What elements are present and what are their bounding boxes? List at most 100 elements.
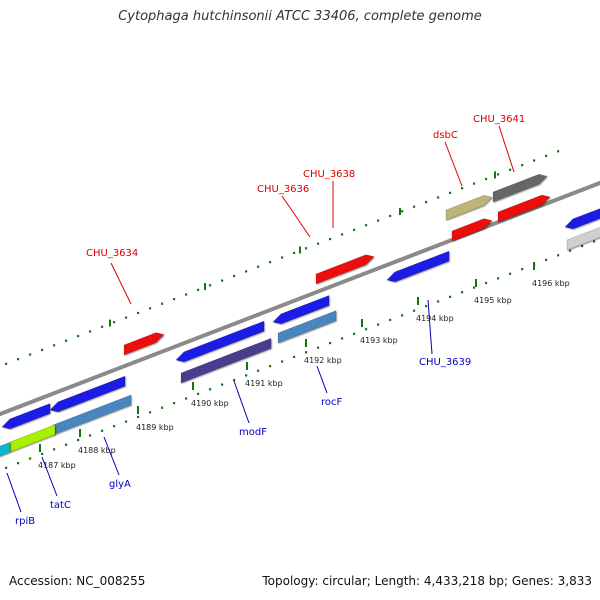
ruler-tick-label: 4192 kbp bbox=[304, 356, 342, 365]
scale-dot bbox=[461, 291, 464, 294]
gene-blue bbox=[175, 320, 265, 363]
accession-text: Accession: NC_008255 bbox=[9, 574, 146, 588]
scale-dot bbox=[425, 200, 428, 204]
scale-dot bbox=[29, 457, 32, 460]
scale-dot bbox=[197, 288, 200, 291]
callout-line bbox=[498, 125, 515, 173]
ruler-tick-label: 4191 kbp bbox=[245, 379, 283, 388]
scale-dot bbox=[377, 323, 380, 326]
scale-dot bbox=[473, 286, 476, 289]
scale-dot bbox=[245, 374, 248, 377]
scale-dot bbox=[485, 177, 488, 181]
scale-dot bbox=[317, 242, 320, 245]
callout-line bbox=[41, 456, 58, 497]
scale-dot bbox=[545, 258, 548, 261]
scale-dot bbox=[329, 341, 332, 345]
scale-dot bbox=[533, 159, 536, 162]
scale-dot bbox=[101, 325, 104, 328]
ruler-tick-label: 4187 kbp bbox=[38, 461, 76, 470]
gene-khaki bbox=[445, 195, 493, 221]
scale-dot bbox=[233, 378, 236, 382]
scale-dot bbox=[341, 233, 344, 236]
callout-line bbox=[281, 195, 311, 238]
gene-label-chu-3636: CHU_3636 bbox=[257, 184, 309, 195]
gene-blocks bbox=[0, 173, 600, 457]
gene-label-chu-3639: CHU_3639 bbox=[419, 357, 471, 368]
scale-dot bbox=[209, 284, 212, 287]
gene-callouts bbox=[6, 125, 515, 513]
gene-label-chu-3641: CHU_3641 bbox=[473, 114, 525, 125]
scale-dot bbox=[341, 337, 344, 340]
scale-dot bbox=[197, 392, 200, 395]
scale-dot bbox=[257, 265, 260, 268]
scale-dot bbox=[437, 300, 440, 303]
scale-dot bbox=[77, 438, 80, 442]
gene-blue bbox=[272, 295, 330, 325]
gene-purple bbox=[180, 337, 272, 384]
ruler-tick-label: 4188 kbp bbox=[78, 446, 116, 455]
scale-dot bbox=[77, 334, 80, 338]
scale-dot bbox=[41, 452, 44, 456]
scale-dot bbox=[353, 228, 356, 231]
scale-dot bbox=[233, 274, 236, 278]
scale-dot bbox=[281, 360, 284, 363]
gene-red bbox=[315, 254, 375, 285]
gene-label-rpib: rpiB bbox=[15, 516, 35, 527]
scale-dot bbox=[245, 270, 248, 273]
scale-dot bbox=[305, 351, 308, 354]
scale-dot bbox=[209, 388, 212, 391]
scale-dot bbox=[281, 256, 284, 259]
scale-dot bbox=[173, 298, 176, 301]
gene-label-chu-3638: CHU_3638 bbox=[303, 169, 355, 180]
scale-dots bbox=[5, 150, 596, 469]
gene-lime bbox=[9, 424, 56, 453]
gene-red bbox=[123, 332, 165, 356]
scale-dot bbox=[137, 415, 140, 419]
scale-dot bbox=[113, 425, 116, 428]
scale-dot bbox=[365, 224, 368, 227]
scale-dot bbox=[161, 302, 164, 305]
scale-dot bbox=[221, 383, 224, 386]
scale-dot bbox=[305, 247, 308, 250]
callout-line bbox=[6, 472, 22, 513]
callout-line bbox=[103, 436, 120, 476]
scale-dot bbox=[5, 362, 8, 365]
scale-dot bbox=[41, 348, 44, 352]
scale-dot bbox=[401, 314, 404, 317]
scale-dot bbox=[257, 369, 260, 372]
ruler-tick-label: 4195 kbp bbox=[474, 296, 512, 305]
callout-line bbox=[110, 262, 132, 305]
scale-dot bbox=[557, 150, 560, 153]
scale-dot bbox=[5, 466, 8, 469]
gene-label-modf: modF bbox=[239, 427, 267, 438]
ruler-tick-label: 4193 kbp bbox=[360, 336, 398, 345]
gene-label-rocf: rocF bbox=[321, 397, 343, 408]
scale-dot bbox=[569, 249, 572, 252]
scale-dot bbox=[149, 411, 152, 414]
gene-label-tatc: tatC bbox=[50, 500, 71, 511]
scale-dot bbox=[401, 210, 404, 213]
scale-dot bbox=[65, 339, 68, 342]
gene-blue bbox=[49, 375, 126, 413]
genome-summary-text: Topology: circular; Length: 4,433,218 bp… bbox=[262, 574, 592, 588]
scale-dot bbox=[497, 173, 500, 176]
ruler-tick-label: 4190 kbp bbox=[191, 399, 229, 408]
map-title: Cytophaga hutchinsonii ATCC 33406, compl… bbox=[118, 9, 482, 24]
scale-dot bbox=[53, 448, 56, 451]
scale-dot bbox=[497, 277, 500, 280]
scale-dot bbox=[149, 307, 152, 310]
gene-blue bbox=[564, 208, 600, 230]
scale-dot bbox=[89, 434, 92, 437]
scale-dot bbox=[185, 397, 188, 400]
callout-line bbox=[444, 141, 463, 187]
scale-dot bbox=[413, 309, 416, 312]
ruler-tick-label: 4196 kbp bbox=[532, 279, 570, 288]
scale-dot bbox=[269, 365, 272, 368]
scale-dot bbox=[17, 462, 20, 465]
scale-dot bbox=[521, 268, 524, 271]
scale-dot bbox=[365, 328, 368, 331]
scale-dot bbox=[221, 279, 224, 282]
scale-dot bbox=[101, 429, 104, 432]
scale-dot bbox=[437, 196, 440, 199]
